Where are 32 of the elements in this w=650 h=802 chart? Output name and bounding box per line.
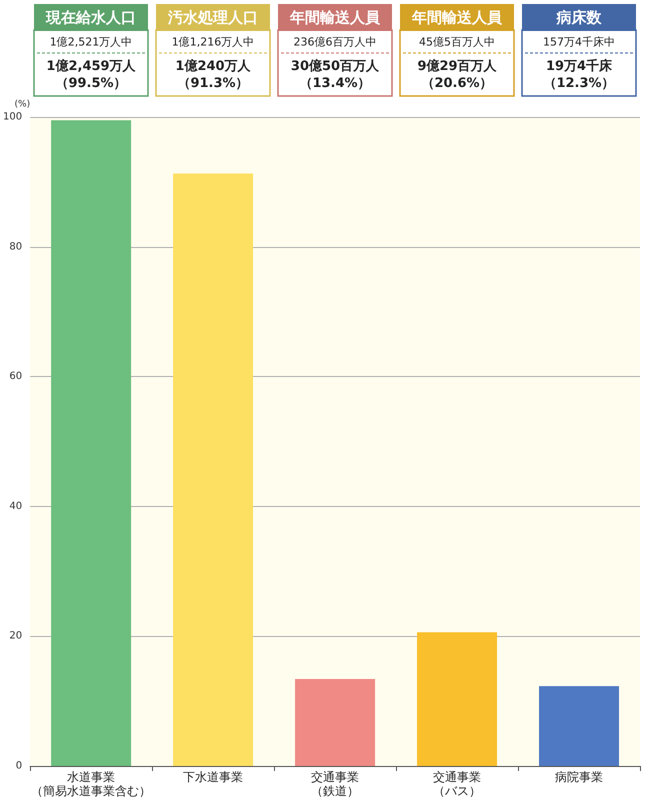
y-tick-label: 60	[9, 371, 22, 382]
y-axis-title: (%)	[14, 100, 30, 110]
x-tick-label: 下水道事業	[183, 770, 244, 784]
text: 157万4千床中	[543, 36, 615, 48]
y-tick-label: 40	[9, 500, 22, 512]
x-tick-label: 水道事業（簡易水道事業含む）	[31, 770, 152, 798]
x-tick-label: 交通事業（鉄道）	[311, 770, 360, 798]
y-tick-label: 100	[2, 112, 22, 122]
y-tick-label: 0	[16, 760, 22, 772]
bar	[295, 679, 376, 766]
data-label: 9億29百万人（20.6%）	[417, 58, 498, 91]
data-label: 19万4千床（12.3%）	[543, 58, 615, 91]
data-label: 1億2,459万人（99.5%）	[46, 58, 137, 91]
text: 病床数	[556, 8, 602, 26]
bar	[539, 686, 620, 766]
x-tick-label: 交通事業（バス）	[433, 770, 482, 798]
y-tick-label: 80	[9, 241, 22, 252]
text: 汚水処理人口	[167, 8, 258, 26]
text: 236億6百万人中	[294, 36, 376, 48]
data-label: 30億50百万人（13.4%）	[290, 58, 380, 91]
text: 1億2,521万人中	[50, 36, 132, 48]
y-tick-label: 20	[9, 630, 22, 642]
bar	[417, 632, 498, 766]
bar	[173, 173, 254, 766]
x-tick-label: 病院事業	[555, 770, 604, 784]
text: 年間輸送人員	[411, 8, 503, 26]
bar	[51, 120, 132, 766]
text: 現在給水人口	[45, 8, 136, 26]
text: 1億1,216万人中	[172, 36, 254, 48]
text: 年間輸送人員	[289, 8, 381, 26]
data-label: 1億240万人（91.3%）	[175, 58, 252, 91]
text: 45億5百万人中	[419, 36, 495, 48]
